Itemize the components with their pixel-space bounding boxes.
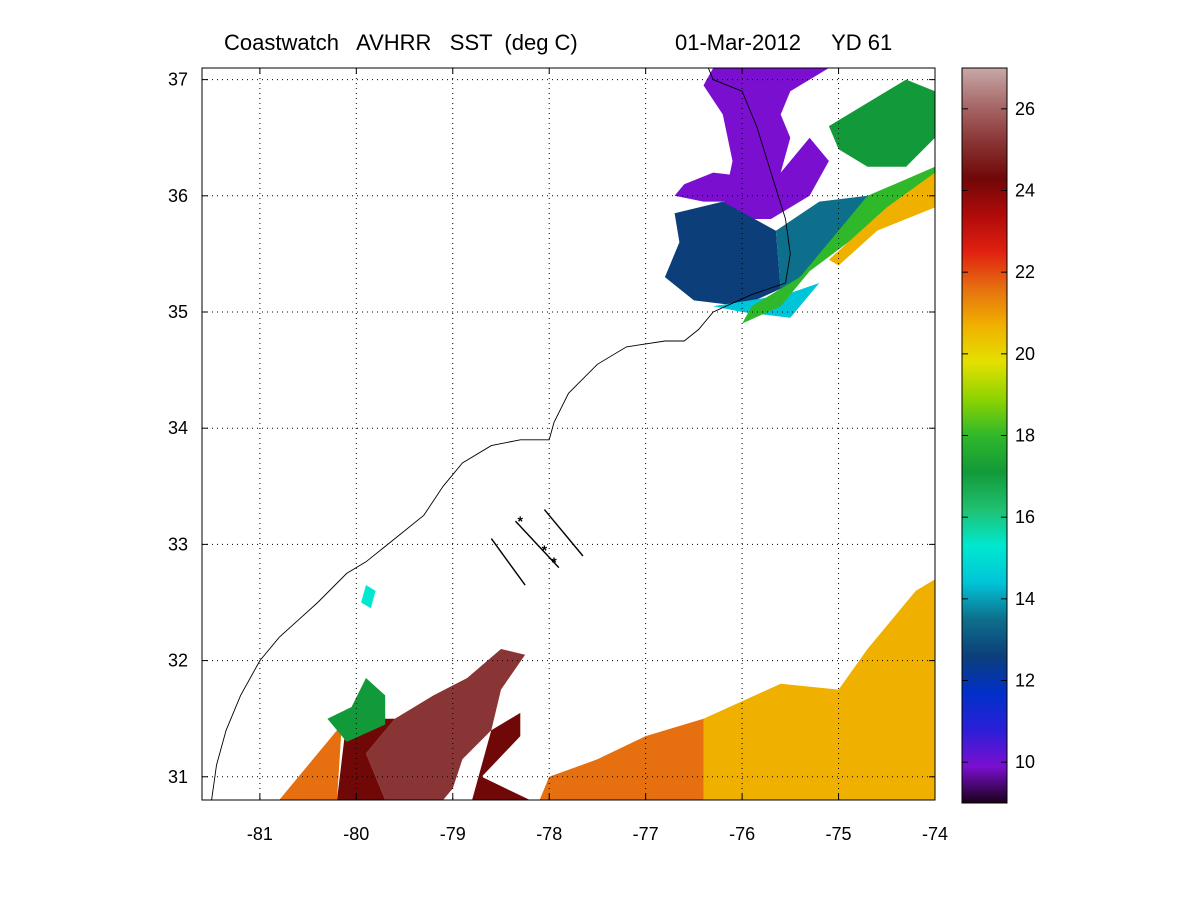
colorbar-tick-label: 12 xyxy=(1015,671,1035,691)
sst-region-gulf-stream-dark-red xyxy=(472,712,530,800)
sst-region-south-warm-waters-orange xyxy=(539,718,704,800)
y-tick-label: 37 xyxy=(168,70,188,90)
colorbar: 10 12 14 16 18 20 22 24 26 xyxy=(961,67,1035,804)
sst-region-chesapeake-cold-water xyxy=(703,68,829,208)
coastline xyxy=(211,68,791,800)
colorbar-tick-label: 14 xyxy=(1015,589,1035,609)
y-tick-label: 34 xyxy=(168,418,188,438)
sst-region-cyan-patch xyxy=(361,585,376,609)
station-marker-1: * xyxy=(518,513,524,529)
sst-region-south-cape-green xyxy=(327,678,386,742)
sst-region-shelf-water-north xyxy=(775,195,868,295)
colorbar-tick-label: 22 xyxy=(1015,262,1035,282)
colorbar-tick-label: 20 xyxy=(1015,344,1035,364)
colorbar-tick-label: 26 xyxy=(1015,99,1035,119)
sst-region-pamlico-sound xyxy=(664,201,781,307)
map-date: 01-Mar-2012 YD 61 xyxy=(675,30,893,55)
y-tick-label: 36 xyxy=(168,186,188,206)
survey-line-1 xyxy=(490,538,526,586)
x-tick-label: -75 xyxy=(826,824,852,844)
x-tick-label: -81 xyxy=(247,824,273,844)
x-tick-label: -78 xyxy=(536,824,562,844)
colorbar-tick-label: 24 xyxy=(1015,181,1035,201)
station-marker-3: * xyxy=(551,554,557,570)
y-tick-label: 31 xyxy=(168,767,188,787)
x-tick-label: -76 xyxy=(729,824,755,844)
x-tick-label: -79 xyxy=(440,824,466,844)
sst-region-offshore-north xyxy=(828,79,935,167)
y-tick-label: 32 xyxy=(168,651,188,671)
colorbar-tick-label: 18 xyxy=(1015,426,1035,446)
x-tick-label: -74 xyxy=(922,824,948,844)
x-tick-label: -77 xyxy=(633,824,659,844)
colorbar-tick-label: 16 xyxy=(1015,507,1035,527)
sst-region-south-warm-waters-yellow xyxy=(703,579,935,800)
station-marker-2: * xyxy=(542,542,548,558)
survey-line-3 xyxy=(543,509,584,557)
plot-area: ***-81 -80 -79 -78 -77 -76 -75 -743132333435363… xyxy=(168,67,948,844)
sst-region-nearshore-cold-water xyxy=(722,137,829,219)
colorbar-tick-label: 10 xyxy=(1015,752,1035,772)
sst-region-gulf-stream-edge xyxy=(828,172,935,266)
y-tick-label: 35 xyxy=(168,302,188,322)
sst-region-nearshore-florida xyxy=(279,724,342,800)
map-title: Coastwatch AVHRR SST (deg C) xyxy=(224,30,578,55)
y-tick-label: 33 xyxy=(168,534,188,554)
sst-region-gulf-stream-core xyxy=(366,649,526,800)
sst-region-albemarle-sound xyxy=(674,172,762,202)
x-tick-label: -80 xyxy=(343,824,369,844)
sst-region-shelf-break-green xyxy=(742,166,935,324)
